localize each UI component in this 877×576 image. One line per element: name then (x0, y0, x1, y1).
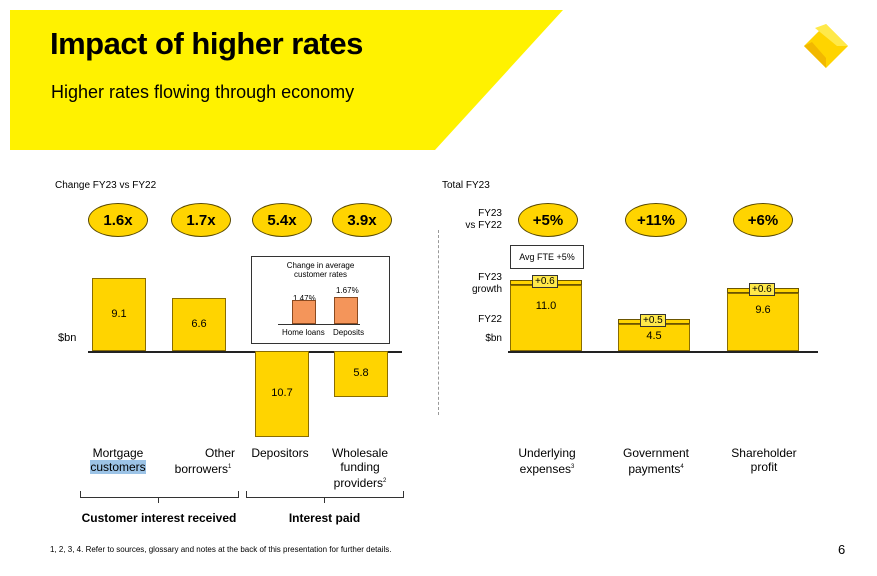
left-baseline (88, 351, 402, 353)
footnote-marker: 2 (383, 478, 387, 484)
row-label-fy23-vs-fy22: FY23 vs FY22 (452, 208, 502, 232)
value-label-wholesale: 5.8 (353, 367, 369, 380)
category-line: Shareholder (731, 446, 797, 460)
value-label-depositors: 10.7 (271, 386, 293, 399)
category-line: Mortgage (92, 446, 144, 460)
category-mortgage-customers: Mortgage customers (78, 446, 158, 474)
bar-wholesale-funding (334, 351, 388, 398)
badge-government-payments: +11% (625, 203, 687, 237)
multiplier-depositors: 5.4x (252, 203, 312, 237)
bar-fy22-shareholder-profit (727, 293, 799, 351)
footnote-marker: 4 (680, 464, 684, 470)
value-label-mortgage: 9.1 (111, 307, 127, 320)
footnote-marker: 1 (228, 464, 232, 470)
bar-depositors (255, 351, 309, 437)
category-shareholder-profit: Shareholder profit (722, 446, 806, 474)
inset-bar-deposits (334, 297, 358, 324)
row-label-line: vs FY22 (465, 220, 502, 231)
panel-divider (438, 230, 439, 415)
category-line: providers (333, 476, 383, 490)
multiplier-mortgage: 1.6x (88, 203, 148, 237)
inset-value-home-loans: 1.47% (293, 294, 316, 303)
row-label-line: FY23 (478, 272, 502, 283)
category-line-highlighted: customers (90, 460, 146, 474)
group-label-interest-paid: Interest paid (288, 511, 361, 525)
inset-title-line2: customer rates (294, 270, 347, 279)
inset-title-line1: Change in average (286, 261, 355, 270)
category-line: Wholesale (331, 446, 389, 460)
category-line: expenses (519, 462, 572, 476)
row-label-line: FY23 (478, 208, 502, 219)
row-label-fy23-growth: FY23 growth (452, 272, 502, 296)
inset-bar-home-loans (292, 300, 316, 324)
inset-rate-chart: Change in average customer rates 1.47% 1… (251, 256, 390, 344)
growth-label-government: +0.5 (640, 314, 666, 327)
right-caption: Total FY23 (442, 180, 490, 191)
category-line: Other (204, 446, 235, 460)
page-number: 6 (838, 542, 846, 557)
group-label-interest-received: Customer interest received (81, 511, 237, 525)
footnote-marker: 3 (571, 464, 575, 470)
diamond-logo-icon (804, 24, 848, 68)
row-label-fy22: FY22 (478, 314, 502, 325)
inset-label-home-loans: Home loans (282, 328, 325, 337)
category-line: funding (340, 460, 380, 474)
value-label-other-borrowers: 6.6 (191, 317, 207, 330)
value-label-fy22-underlying: 11.0 (535, 300, 557, 312)
category-line: Depositors (251, 446, 309, 460)
group-bracket-interest-paid (246, 491, 404, 498)
inset-value-deposits: 1.67% (336, 286, 359, 295)
bar-other-borrowers (172, 298, 226, 351)
category-line: Government (622, 446, 690, 460)
bar-mortgage-customers (92, 278, 146, 351)
badge-underlying-expenses: +5% (518, 203, 578, 237)
banner-shape (10, 10, 563, 150)
fte-note: Avg FTE +5% (510, 245, 584, 269)
value-label-fy22-shareholder: 9.6 (755, 304, 771, 317)
row-label-line: growth (471, 284, 502, 295)
multiplier-wholesale: 3.9x (332, 203, 392, 237)
category-line: payments (628, 462, 681, 476)
category-government-payments: Government payments4 (614, 446, 698, 476)
inset-label-deposits: Deposits (333, 328, 365, 337)
category-other-borrowers: Other borrowers1 (165, 446, 241, 476)
group-bracket-tick (324, 497, 325, 503)
page-subtitle: Higher rates flowing through economy (51, 82, 355, 102)
category-wholesale-funding: Wholesale funding providers2 (322, 446, 398, 490)
group-bracket-interest-received (80, 491, 239, 498)
category-line: profit (750, 460, 778, 474)
category-underlying-expenses: Underlying expenses3 (505, 446, 589, 476)
growth-label-shareholder: +0.6 (749, 283, 775, 297)
group-bracket-tick (158, 497, 159, 503)
row-label-unit: $bn (485, 333, 502, 344)
bar-fy22-underlying-expenses (510, 285, 582, 351)
category-line: borrowers (174, 462, 228, 476)
multiplier-other-borrowers: 1.7x (171, 203, 231, 237)
left-caption: Change FY23 vs FY22 (55, 180, 157, 191)
growth-label-underlying: +0.6 (532, 275, 558, 288)
left-axis-unit: $bn (58, 332, 77, 344)
right-baseline (508, 351, 818, 353)
header-banner (10, 10, 563, 150)
footer-note: 1, 2, 3, 4. Refer to sources, glossary a… (50, 545, 392, 554)
inset-baseline (278, 324, 360, 325)
category-line: Underlying (518, 446, 576, 460)
value-label-fy22-government: 4.5 (646, 330, 662, 342)
badge-shareholder-profit: +6% (733, 203, 793, 237)
category-depositors: Depositors (245, 446, 315, 460)
page-title: Impact of higher rates (50, 26, 363, 61)
